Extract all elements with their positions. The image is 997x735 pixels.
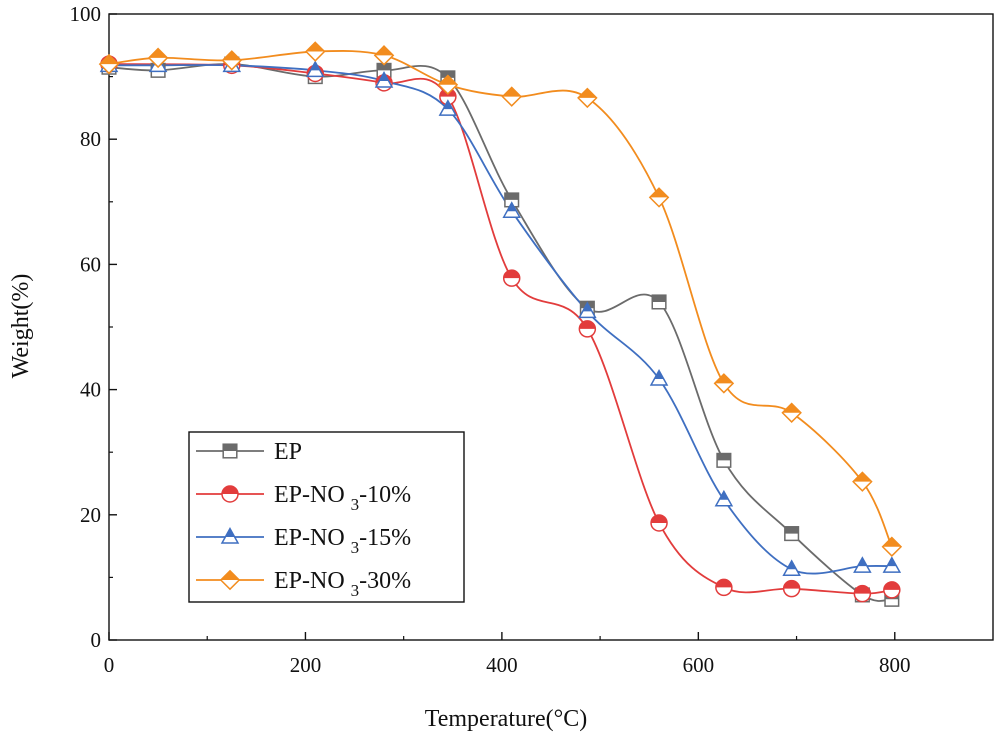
data-point [882,556,902,573]
data-point [852,471,873,492]
axes: 0 200 400 600 800 0 20 40 60 80 100 [70,2,994,677]
data-point [578,320,597,338]
data-point [438,99,458,116]
legend-label: EP-NO 3-10% [274,482,411,514]
legend-label: EP-NO 3-15% [274,525,411,557]
data-point [784,526,800,542]
legend-item: EP-NO 3-30% [196,568,411,600]
data-point [714,489,734,507]
legend-marker [221,485,239,503]
data-point [147,47,169,69]
y-tick-label: 0 [91,628,102,652]
data-point [648,187,670,208]
series-line [108,64,892,575]
legend-marker [222,443,238,459]
data-point [853,556,872,573]
data-point [578,301,597,319]
y-tick-label: 100 [70,2,102,26]
data-point [649,369,669,386]
series-layer [98,41,903,607]
data-point [883,581,901,599]
x-tick-label: 800 [879,653,911,677]
data-point [577,87,598,109]
data-point [502,201,521,218]
legend-item: EP-NO 3-15% [196,525,411,557]
data-point [651,294,667,310]
x-tick-label: 0 [104,653,115,677]
x-axis-title: Temperature(°C) [425,706,588,732]
data-point [305,41,326,62]
data-point [98,53,120,75]
data-point [373,45,395,66]
data-point [305,60,325,78]
data-point [713,373,735,394]
series-4-markers [98,41,903,557]
data-point [501,86,522,107]
data-point [374,71,394,88]
data-point [650,514,668,532]
data-point [502,269,521,287]
y-tick-label: 60 [80,252,101,276]
legend-box [188,431,465,603]
legend-item: EP [196,439,302,465]
series-2 [108,63,892,595]
legend-marker [220,527,240,544]
y-tick-label: 40 [80,378,101,402]
y-axis-title: Weight(%) [8,274,34,379]
legend-label: EP-NO 3-30% [274,568,411,600]
x-tick-label: 600 [683,653,715,677]
data-point [715,578,733,597]
legend: EP EP-NO 3-10% EP-NO 3-15% EP-NO 3-30% [188,431,465,603]
y-tick-label: 20 [80,503,101,527]
data-point [437,74,459,95]
data-point [781,402,802,424]
legend-label: EP [274,439,302,465]
data-point [853,584,872,603]
data-point [716,452,732,468]
y-tick-label: 80 [80,127,101,151]
legend-marker [219,569,241,591]
data-point [881,536,903,557]
x-tick-label: 200 [290,653,322,677]
legend-item: EP-NO 3-10% [196,482,411,514]
series-line [108,63,892,595]
data-point [221,50,243,71]
series-3 [108,64,892,575]
data-point [782,579,801,598]
data-point [782,559,801,577]
x-tick-label: 400 [486,653,518,677]
